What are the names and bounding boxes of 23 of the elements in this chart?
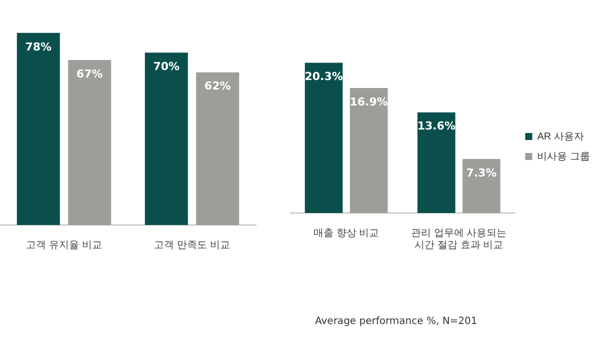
bar (196, 72, 240, 225)
bar (16, 32, 60, 225)
bar (144, 52, 188, 225)
x-tick-label: 매출 향상 비교 (314, 228, 380, 239)
data-label: 62% (204, 80, 231, 93)
x-tick-label: 관리 업무에 사용되는 시간 절감 효과 비교 (411, 228, 507, 251)
bar (462, 158, 500, 213)
data-label: 20.3% (304, 70, 343, 84)
data-label: 70% (153, 60, 180, 73)
data-label: 13.6% (417, 120, 456, 133)
data-label: 7.3% (466, 166, 497, 180)
text: Average performance %, N=201 (315, 316, 478, 327)
data-label: 67% (76, 67, 103, 80)
bar (350, 88, 388, 213)
x-tick-label: 고객 만족도 비교 (154, 240, 230, 251)
bar (417, 112, 456, 213)
data-label: 78% (25, 40, 52, 54)
legend-label: AR 사용자 (537, 131, 584, 142)
data-label: 16.9% (350, 95, 388, 108)
bar (304, 62, 343, 213)
legend-label: 비사용 그룹 (537, 151, 590, 162)
bar (68, 60, 112, 225)
x-tick-label: 고객 유지율 비교 (26, 240, 102, 251)
